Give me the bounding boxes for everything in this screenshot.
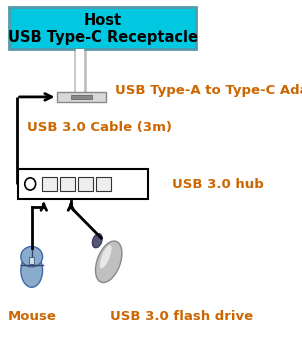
Text: USB Type-A to Type-C Adapter: USB Type-A to Type-C Adapter — [115, 84, 302, 97]
Ellipse shape — [21, 246, 43, 267]
FancyBboxPatch shape — [9, 7, 196, 49]
FancyBboxPatch shape — [60, 177, 75, 191]
Text: USB 3.0 Cable (3m): USB 3.0 Cable (3m) — [27, 121, 172, 134]
Text: Host: Host — [84, 13, 122, 28]
FancyBboxPatch shape — [57, 92, 106, 102]
FancyBboxPatch shape — [42, 177, 57, 191]
FancyBboxPatch shape — [71, 95, 92, 99]
Ellipse shape — [100, 245, 111, 268]
FancyBboxPatch shape — [78, 177, 93, 191]
Ellipse shape — [21, 253, 43, 287]
Ellipse shape — [92, 234, 102, 248]
Text: USB 3.0 flash drive: USB 3.0 flash drive — [110, 310, 253, 323]
FancyBboxPatch shape — [96, 177, 111, 191]
Text: USB 3.0 hub: USB 3.0 hub — [172, 178, 264, 191]
Text: Mouse: Mouse — [7, 310, 56, 323]
FancyBboxPatch shape — [18, 169, 148, 199]
FancyBboxPatch shape — [29, 257, 34, 264]
Text: USB Type-C Receptacle: USB Type-C Receptacle — [8, 30, 198, 45]
Ellipse shape — [95, 241, 122, 283]
